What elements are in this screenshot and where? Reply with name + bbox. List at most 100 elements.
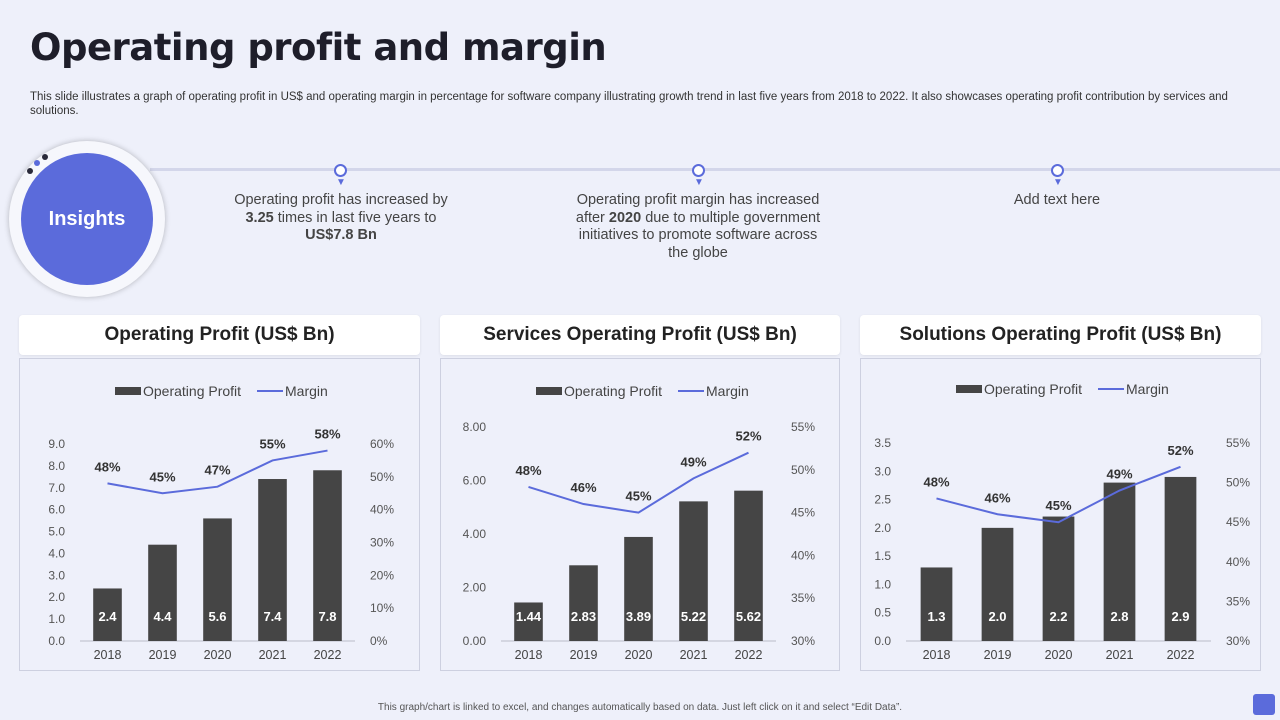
y2-tick-label: 40%: [370, 503, 394, 517]
margin-value-label: 55%: [259, 436, 285, 451]
insight-text-2: Operating profit margin has increased af…: [575, 192, 821, 261]
y2-tick-label: 30%: [791, 634, 815, 648]
margin-value-label: 46%: [984, 490, 1010, 505]
bar: [313, 470, 342, 641]
timeline-marker-1: ▼: [334, 164, 347, 188]
bar-value-label: 2.9: [1171, 609, 1189, 624]
x-tick-label: 2019: [149, 648, 177, 662]
y-tick-label: 1.5: [874, 549, 891, 563]
y-tick-label: 0.00: [463, 634, 487, 648]
legend-label: Margin: [1126, 381, 1169, 397]
margin-line: [107, 449, 328, 495]
y-tick-label: 2.0: [874, 521, 891, 535]
bar-value-label: 2.0: [988, 609, 1006, 624]
y-tick-label: 3.0: [48, 568, 65, 582]
y-tick-label: 5.0: [48, 525, 65, 539]
y2-tick-label: 50%: [1226, 476, 1250, 490]
y2-tick-label: 55%: [791, 420, 815, 434]
y2-tick-label: 40%: [1226, 555, 1250, 569]
page-title: Operating profit and margin: [30, 26, 607, 69]
x-tick-label: 2021: [259, 648, 287, 662]
decor-dot: [34, 160, 40, 166]
y-tick-label: 1.0: [48, 612, 65, 626]
bar: [1164, 476, 1197, 641]
y-tick-label: 6.0: [48, 503, 65, 517]
y2-tick-label: 0%: [370, 634, 388, 648]
legend-label: Operating Profit: [564, 383, 662, 399]
timeline-line: [150, 168, 1280, 171]
insights-label: Insights: [48, 207, 126, 230]
x-tick-label: 2021: [1106, 648, 1134, 662]
y-tick-label: 2.00: [463, 581, 487, 595]
bar-value-label: 5.6: [208, 609, 226, 624]
bar-value-label: 7.8: [318, 609, 336, 624]
y-tick-label: 3.0: [874, 464, 891, 478]
chart-2-title: Services Operating Profit (US$ Bn): [440, 315, 840, 355]
y2-tick-label: 45%: [1226, 515, 1250, 529]
margin-value-label: 45%: [149, 469, 175, 484]
legend-swatch-bar: [115, 387, 141, 395]
margin-value-label: 48%: [923, 474, 949, 489]
y-tick-label: 9.0: [48, 437, 65, 451]
operating-profit-chart[interactable]: Operating Profit Margin 0.0 1.0 2.0 3.0 4.0 5.0…: [20, 359, 421, 672]
legend-label: Operating Profit: [143, 383, 241, 399]
x-tick-label: 2019: [984, 648, 1012, 662]
chevron-down-icon: ▼: [694, 177, 704, 188]
bar-value-label: 2.4: [98, 609, 117, 624]
bar-value-label: 3.89: [626, 609, 651, 624]
legend-label: Operating Profit: [984, 381, 1082, 397]
timeline-marker-3: ▼: [1051, 164, 1064, 188]
y-tick-label: 2.5: [874, 493, 891, 507]
x-tick-label: 2019: [570, 648, 598, 662]
margin-value-label: 45%: [1045, 498, 1071, 513]
y-tick-label: 4.00: [463, 527, 487, 541]
page-description: This slide illustrates a graph of operat…: [30, 91, 1228, 117]
footer-note: This graph/chart is linked to excel, and…: [377, 702, 903, 713]
y-tick-label: 6.00: [463, 474, 487, 488]
bar: [679, 501, 708, 641]
bar-value-label: 1.44: [516, 609, 542, 624]
y-tick-label: 0.0: [48, 634, 65, 648]
margin-value-label: 58%: [314, 427, 340, 442]
x-tick-label: 2018: [94, 648, 122, 662]
legend-swatch-bar: [956, 385, 982, 393]
y-tick-label: 3.5: [874, 436, 891, 450]
y2-tick-label: 55%: [1226, 436, 1250, 450]
y2-tick-label: 30%: [370, 536, 394, 550]
legend-swatch-bar: [536, 387, 562, 395]
y2-tick-label: 50%: [370, 470, 394, 484]
solutions-operating-profit-chart[interactable]: Operating Profit Margin 0.0 0.5 1.0 1.5 2.0 2.5…: [861, 359, 1262, 672]
margin-value-label: 49%: [1106, 467, 1132, 482]
y2-tick-label: 45%: [791, 506, 815, 520]
bar: [203, 518, 232, 641]
services-operating-profit-chart[interactable]: Operating Profit Margin 0.00 2.00 4.00 6.00 8.…: [441, 359, 841, 672]
margin-value-label: 45%: [625, 489, 651, 504]
y-tick-label: 7.0: [48, 481, 65, 495]
y2-tick-label: 20%: [370, 568, 394, 582]
chevron-down-icon: ▼: [1053, 177, 1063, 188]
x-tick-label: 2018: [515, 648, 543, 662]
y-tick-label: 0.0: [874, 634, 891, 648]
marker-pin-icon: [692, 164, 705, 177]
x-tick-label: 2020: [625, 648, 653, 662]
margin-value-label: 48%: [94, 459, 120, 474]
corner-square: [1253, 694, 1275, 715]
margin-line: [936, 465, 1181, 524]
x-tick-label: 2022: [735, 648, 763, 662]
y-tick-label: 2.0: [48, 590, 65, 604]
legend-label: Margin: [706, 383, 749, 399]
y2-tick-label: 10%: [370, 601, 394, 615]
bar: [624, 536, 653, 641]
margin-value-label: 48%: [515, 463, 541, 478]
chart-1-panel: Operating Profit Margin 0.0 1.0 2.0 3.0 4.0 5.0…: [19, 358, 420, 671]
y-tick-label: 8.00: [463, 420, 487, 434]
x-tick-label: 2018: [923, 648, 951, 662]
chart-1-title: Operating Profit (US$ Bn): [19, 315, 420, 355]
bar-value-label: 2.83: [571, 609, 596, 624]
x-tick-label: 2022: [314, 648, 342, 662]
margin-value-label: 52%: [1167, 443, 1193, 458]
x-tick-label: 2020: [1045, 648, 1073, 662]
y2-tick-label: 50%: [791, 463, 815, 477]
bar-value-label: 4.4: [153, 609, 172, 624]
y2-tick-label: 35%: [791, 591, 815, 605]
